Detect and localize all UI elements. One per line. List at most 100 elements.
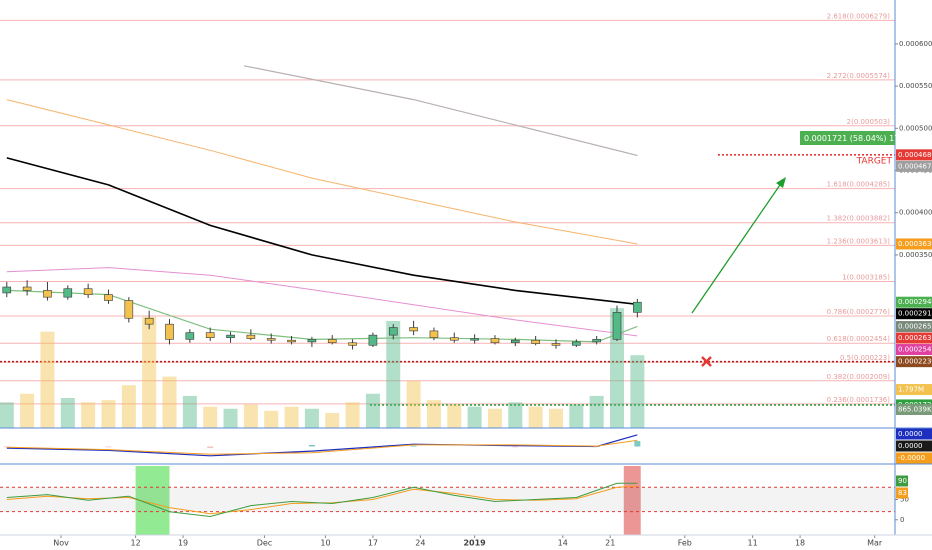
- x-tick-label: Dec: [257, 539, 272, 548]
- volume-bar: [487, 408, 502, 428]
- moving-average: [243, 65, 638, 157]
- macd-label-box: [896, 452, 932, 464]
- stoch-label-box: [896, 487, 908, 499]
- candle-body: [246, 334, 256, 339]
- volume-bar: [162, 376, 177, 428]
- candle-body: [226, 334, 235, 338]
- candle-body: [165, 323, 174, 340]
- fib-label: 1.382(0.0003882): [827, 215, 891, 223]
- candle-body: [43, 290, 52, 298]
- candle-body: [531, 339, 540, 344]
- volume-bar: [20, 393, 35, 428]
- fib-label: 0.786(0.0002776): [827, 308, 891, 316]
- x-tick-label: 24: [415, 539, 425, 548]
- x-tick-label: 2019: [463, 539, 486, 548]
- price-label-box: [896, 296, 932, 308]
- candle-body: [266, 338, 276, 341]
- volume-bar: [142, 316, 157, 428]
- fib-label: 2(0.000503): [847, 118, 891, 126]
- price-label: 0.0002631: [898, 334, 932, 342]
- candle-body: [511, 339, 520, 344]
- price-label: 0.0004678: [898, 162, 932, 170]
- macd-label-box: [896, 428, 932, 440]
- fib-label: 1.618(0.0004285): [827, 181, 891, 189]
- x-tick-label: 21: [605, 539, 615, 548]
- fib-label: 2.272(0.0005574): [827, 72, 891, 80]
- x-tick-label: 14: [558, 539, 568, 548]
- macd-histogram: [3, 446, 10, 448]
- price-label-box: [896, 344, 932, 356]
- macd-histogram: [634, 441, 641, 447]
- signal-line: [6, 439, 638, 455]
- volume-bar: [304, 408, 319, 428]
- candle-body: [83, 288, 93, 295]
- volume-bar: [325, 413, 340, 428]
- volume-bar: [345, 402, 360, 428]
- candle-body: [409, 327, 418, 332]
- price-label-box: [896, 160, 932, 172]
- volume-bar: [264, 410, 279, 428]
- candle-body: [307, 339, 317, 343]
- candle-body: [2, 286, 12, 294]
- macd-histogram: [308, 444, 315, 447]
- volume-bar: [548, 408, 563, 428]
- volume-bar: [182, 395, 197, 428]
- stoch-label: 83: [898, 489, 907, 497]
- macd-histogram: [207, 446, 214, 449]
- candle-body: [388, 327, 398, 336]
- volume-bar: [365, 393, 380, 428]
- target-label: TARGET: [856, 157, 893, 167]
- price-label-box: [896, 149, 932, 161]
- gain-label: 0.0001721 (58.04%) 17: [804, 134, 899, 143]
- stoch-tick-label: 0: [900, 516, 904, 524]
- volume-bar: [0, 402, 14, 428]
- x-tick-label: 18: [795, 539, 805, 548]
- candle-body: [633, 301, 642, 313]
- macd-histogram: [512, 446, 519, 448]
- candle-body: [470, 338, 479, 341]
- fib-label: 0.382(0.0002009): [827, 373, 891, 381]
- price-label: 0.0002236: [898, 358, 932, 366]
- price-label: 0.0002652: [898, 323, 932, 331]
- fib-label: 2.618(0.0006279): [827, 12, 891, 20]
- volume-bar: [101, 400, 116, 428]
- macd-histogram: [105, 446, 112, 448]
- volume-bar: [121, 385, 136, 428]
- candle-body: [144, 317, 154, 325]
- volume-bar: [243, 404, 258, 428]
- stoch-band: [0, 487, 895, 512]
- volume-label: 865.039K: [898, 405, 932, 413]
- candle-body: [327, 339, 337, 344]
- volume-bar: [467, 406, 482, 428]
- volume-bar: [406, 380, 421, 428]
- macd-label-box: [896, 440, 932, 452]
- volume-label-box: [896, 384, 932, 396]
- stoch-label-box: [896, 475, 908, 487]
- candle-body: [429, 330, 439, 338]
- price-label-box: [896, 332, 932, 344]
- moving-average: [6, 267, 638, 337]
- volume-bar: [203, 406, 218, 428]
- volume-bar: [386, 321, 401, 428]
- price-label-box: [896, 238, 932, 250]
- volume-bar: [284, 406, 299, 428]
- stoch-tick-label: 50: [900, 495, 909, 503]
- candle-body: [490, 338, 500, 344]
- x-tick-label: Feb: [678, 539, 692, 548]
- volume-bar: [528, 406, 543, 428]
- fib-label: 0.618(0.0002454): [827, 335, 891, 343]
- x-tick-label: Mar: [867, 539, 883, 548]
- volume-bar: [40, 331, 55, 428]
- macd-histogram: [593, 446, 600, 447]
- volume-bar: [426, 400, 441, 428]
- candle-body: [449, 337, 459, 341]
- x-tick-label: 19: [178, 539, 188, 548]
- stoch-k: [6, 482, 638, 518]
